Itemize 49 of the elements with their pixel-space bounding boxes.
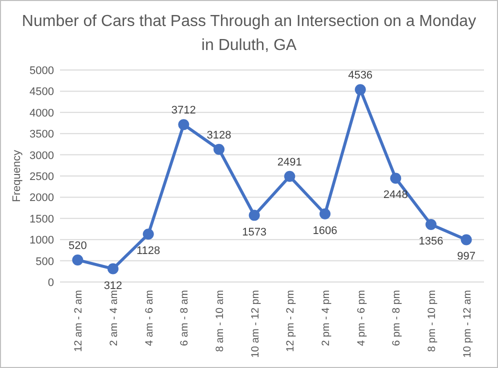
data-label: 3128 bbox=[206, 129, 232, 142]
x-tick-label: 6 am - 8 am bbox=[178, 290, 191, 346]
y-tick-label: 3000 bbox=[30, 150, 54, 162]
data-label: 997 bbox=[457, 250, 476, 263]
point bbox=[142, 228, 154, 240]
point bbox=[248, 210, 260, 221]
data-label: 520 bbox=[68, 240, 87, 252]
data-label: 1606 bbox=[312, 224, 338, 237]
point bbox=[390, 172, 402, 184]
y-tick-label: 2000 bbox=[30, 192, 54, 204]
x-tick-label: 6 pm - 8 pm bbox=[390, 290, 403, 346]
data-label: 3712 bbox=[171, 104, 196, 117]
x-tick-label: 10 am - 12 pm bbox=[249, 290, 262, 358]
x-tick-label: 10 pm - 12 am bbox=[461, 290, 474, 358]
point bbox=[460, 234, 472, 246]
data-label: 2448 bbox=[383, 189, 408, 202]
data-label: 1356 bbox=[418, 236, 444, 248]
y-tick-label: 4500 bbox=[30, 86, 54, 98]
y-axis-title: Frequency bbox=[11, 150, 23, 202]
data-label: 2491 bbox=[277, 156, 302, 168]
y-tick-label: 4000 bbox=[30, 107, 54, 120]
point bbox=[214, 144, 224, 155]
x-tick-label: 4 pm - 6 pm bbox=[355, 290, 368, 346]
point bbox=[284, 170, 296, 182]
x-tick-label: 8 pm - 10 pm bbox=[426, 290, 438, 352]
point bbox=[108, 263, 118, 274]
chart-title: Number of Cars that Pass Through an Intersection on a Monday in Duluth, GA bbox=[22, 13, 476, 54]
point bbox=[354, 84, 366, 96]
x-tick-label: 12 am - 2 am bbox=[72, 290, 85, 352]
x-tick-label: 8 am - 10 am bbox=[214, 290, 226, 352]
y-tick-label: 5000 bbox=[30, 65, 54, 77]
point bbox=[426, 219, 436, 230]
x-tick-label: 2 am - 4 am bbox=[108, 290, 120, 346]
data-label: 312 bbox=[104, 280, 122, 292]
x-tick-label: 12 pm - 2 pm bbox=[284, 290, 297, 352]
data-label: 1573 bbox=[242, 226, 267, 238]
x-tick-label: 4 am - 6 am bbox=[143, 290, 156, 346]
y-tick-label: 1500 bbox=[30, 213, 54, 226]
data-label: 1128 bbox=[136, 245, 160, 258]
y-tick-label: 0 bbox=[48, 277, 54, 289]
y-tick-label: 3500 bbox=[30, 128, 54, 141]
point bbox=[72, 254, 84, 266]
y-tick-label: 2500 bbox=[30, 171, 54, 183]
y-tick-label: 1000 bbox=[30, 234, 54, 247]
data-label: 4536 bbox=[348, 70, 373, 82]
y-tick-label: 500 bbox=[36, 256, 54, 268]
point bbox=[178, 119, 190, 130]
point bbox=[320, 208, 330, 220]
x-tick-label: 2 pm - 4 pm bbox=[320, 290, 332, 346]
